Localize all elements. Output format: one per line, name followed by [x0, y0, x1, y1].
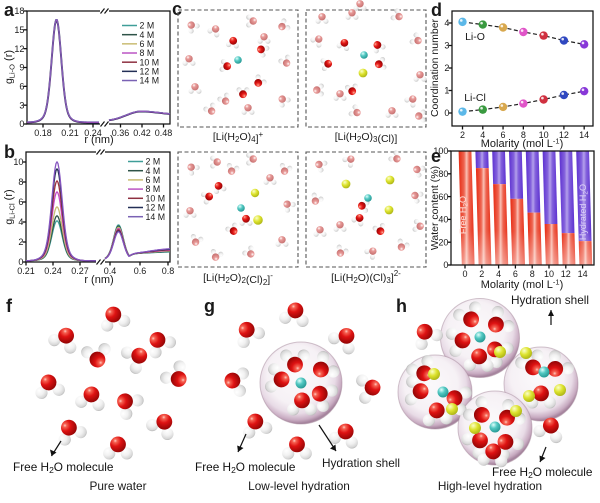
- svg-text:0.48: 0.48: [155, 128, 173, 138]
- svg-text:4: 4: [480, 130, 485, 140]
- svg-text:Free H2O molecule: Free H2O molecule: [195, 460, 296, 475]
- svg-text:10 M: 10 M: [146, 193, 166, 203]
- svg-text:1: 1: [444, 86, 449, 96]
- svg-text:6: 6: [19, 82, 24, 92]
- svg-text:10: 10: [544, 269, 554, 279]
- svg-text:8: 8: [530, 269, 535, 279]
- svg-text:r (nm): r (nm): [84, 134, 113, 146]
- svg-text:h: h: [396, 296, 407, 316]
- svg-text:g: g: [204, 296, 215, 316]
- svg-text:0.4: 0.4: [104, 266, 117, 276]
- svg-text:12 M: 12 M: [146, 203, 166, 213]
- svg-text:0: 0: [444, 108, 449, 118]
- svg-text:6: 6: [501, 130, 506, 140]
- svg-text:Low-level hydration: Low-level hydration: [248, 479, 350, 493]
- svg-text:4: 4: [496, 269, 501, 279]
- svg-text:10 M: 10 M: [140, 57, 160, 67]
- svg-text:0.6: 0.6: [134, 266, 147, 276]
- svg-text:b: b: [4, 142, 15, 162]
- svg-text:3: 3: [444, 41, 449, 51]
- svg-text:Coordination number: Coordination number: [429, 18, 441, 117]
- svg-text:0.24: 0.24: [84, 128, 102, 138]
- svg-text:2: 2: [18, 237, 23, 247]
- svg-text:8: 8: [521, 130, 526, 140]
- svg-text:[Li(H2O)2(Cl)2]-: [Li(H2O)2(Cl)2]-: [203, 271, 273, 287]
- svg-text:12: 12: [559, 130, 569, 140]
- svg-text:f: f: [6, 296, 13, 316]
- svg-text:0: 0: [18, 257, 23, 267]
- svg-text:2 M: 2 M: [140, 21, 155, 31]
- svg-text:Molarity (mol L-1): Molarity (mol L-1): [481, 278, 563, 292]
- svg-text:14: 14: [579, 130, 589, 140]
- svg-text:18: 18: [14, 6, 24, 16]
- svg-text:0.24: 0.24: [44, 266, 62, 276]
- svg-text:c: c: [172, 0, 182, 19]
- svg-text:6: 6: [18, 197, 23, 207]
- svg-text:12 M: 12 M: [140, 66, 160, 76]
- svg-text:2: 2: [479, 269, 484, 279]
- svg-text:4 M: 4 M: [146, 166, 161, 176]
- svg-text:High-level hydration: High-level hydration: [438, 479, 542, 493]
- svg-text:10: 10: [539, 130, 549, 140]
- svg-text:[Li(H2O)(Cl)3]2-: [Li(H2O)(Cl)3]2-: [331, 269, 401, 285]
- svg-text:8 M: 8 M: [146, 184, 161, 194]
- svg-text:10: 10: [13, 157, 23, 167]
- svg-text:Free H2O molecule: Free H2O molecule: [492, 465, 593, 480]
- svg-text:15: 15: [14, 25, 24, 35]
- svg-text:6 M: 6 M: [140, 39, 155, 49]
- svg-text:r (nm): r (nm): [84, 274, 113, 286]
- svg-text:40: 40: [438, 215, 448, 225]
- svg-text:8 M: 8 M: [140, 48, 155, 58]
- svg-text:2: 2: [460, 130, 465, 140]
- svg-text:0.21: 0.21: [61, 128, 79, 138]
- svg-text:Li-Cl: Li-Cl: [464, 92, 486, 104]
- svg-text:Water content (%): Water content (%): [429, 166, 441, 250]
- svg-text:80: 80: [438, 169, 448, 179]
- svg-text:12: 12: [561, 269, 571, 279]
- svg-text:60: 60: [438, 192, 448, 202]
- svg-text:20: 20: [438, 237, 448, 247]
- svg-text:9: 9: [19, 63, 24, 73]
- svg-text:0.36: 0.36: [112, 128, 130, 138]
- svg-text:4: 4: [444, 18, 449, 28]
- svg-text:Hydration shell: Hydration shell: [322, 456, 400, 470]
- svg-text:6: 6: [513, 269, 518, 279]
- svg-text:0: 0: [19, 119, 24, 129]
- svg-text:3: 3: [19, 100, 24, 110]
- svg-text:a: a: [4, 0, 15, 20]
- svg-text:Hydration shell: Hydration shell: [511, 293, 589, 307]
- svg-text:4: 4: [18, 217, 23, 227]
- svg-text:Free H2O: Free H2O: [458, 196, 470, 234]
- svg-text:Li-O: Li-O: [465, 31, 485, 43]
- svg-text:4 M: 4 M: [140, 30, 155, 40]
- svg-text:2 M: 2 M: [146, 157, 161, 167]
- svg-text:[Li(H2O)3(Cl)]: [Li(H2O)3(Cl)]: [335, 131, 398, 145]
- svg-text:14 M: 14 M: [140, 76, 160, 86]
- svg-text:6 M: 6 M: [146, 175, 161, 185]
- svg-text:0.21: 0.21: [17, 266, 35, 276]
- svg-text:e: e: [431, 146, 441, 166]
- svg-text:[Li(H2O)4]+: [Li(H2O)4]+: [213, 130, 264, 145]
- svg-text:d: d: [431, 0, 442, 20]
- svg-text:Molarity (mol L-1): Molarity (mol L-1): [481, 137, 563, 151]
- svg-text:Hydrated H2O: Hydrated H2O: [578, 184, 590, 240]
- svg-text:12: 12: [14, 44, 24, 54]
- svg-text:Free H2O molecule: Free H2O molecule: [13, 460, 114, 475]
- svg-text:Pure water: Pure water: [89, 479, 146, 493]
- svg-text:0.27: 0.27: [71, 266, 89, 276]
- svg-text:0.8: 0.8: [162, 266, 175, 276]
- svg-text:100: 100: [433, 146, 448, 156]
- svg-text:0.18: 0.18: [34, 128, 52, 138]
- svg-text:2: 2: [444, 63, 449, 73]
- svg-text:8: 8: [18, 177, 23, 187]
- svg-text:14: 14: [578, 269, 588, 279]
- svg-text:14 M: 14 M: [146, 212, 166, 222]
- svg-text:0.42: 0.42: [133, 128, 151, 138]
- svg-text:0: 0: [443, 260, 448, 270]
- svg-text:0: 0: [462, 269, 467, 279]
